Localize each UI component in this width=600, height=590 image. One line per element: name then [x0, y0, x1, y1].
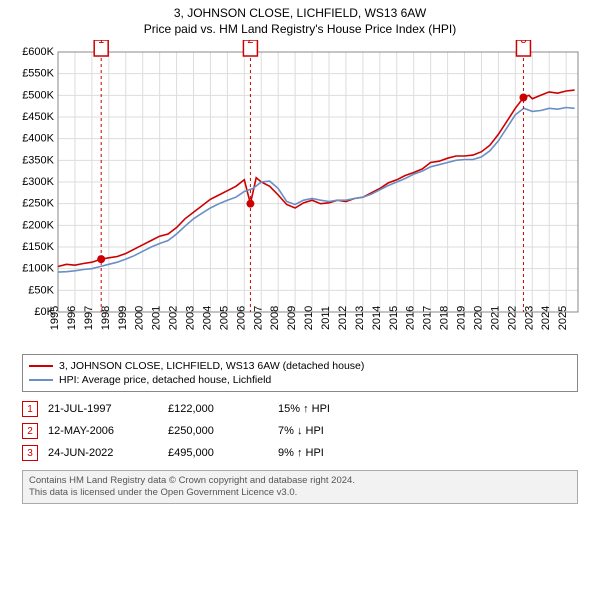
- sale-point: [97, 255, 105, 263]
- svg-text:2018: 2018: [439, 306, 451, 330]
- svg-text:2016: 2016: [405, 306, 417, 330]
- footer-line-2: This data is licensed under the Open Gov…: [29, 487, 571, 499]
- svg-text:2006: 2006: [235, 306, 247, 330]
- legend-item: 3, JOHNSON CLOSE, LICHFIELD, WS13 6AW (d…: [29, 359, 571, 373]
- svg-text:2021: 2021: [489, 306, 501, 330]
- svg-text:2013: 2013: [354, 306, 366, 330]
- svg-text:1996: 1996: [66, 306, 78, 330]
- svg-text:2005: 2005: [218, 306, 230, 330]
- svg-text:2007: 2007: [252, 306, 264, 330]
- svg-text:1998: 1998: [100, 306, 112, 330]
- svg-text:1999: 1999: [117, 306, 129, 330]
- svg-text:2004: 2004: [201, 306, 213, 330]
- legend-swatch: [29, 365, 53, 367]
- page-title: 3, JOHNSON CLOSE, LICHFIELD, WS13 6AW: [0, 0, 600, 20]
- svg-text:£500K: £500K: [22, 89, 54, 101]
- svg-text:£450K: £450K: [22, 111, 54, 123]
- price-chart: £0K£50K£100K£150K£200K£250K£300K£350K£40…: [12, 40, 588, 350]
- transaction-price: £250,000: [168, 425, 268, 437]
- svg-text:2015: 2015: [388, 306, 400, 330]
- svg-text:£550K: £550K: [22, 68, 54, 80]
- svg-text:2000: 2000: [134, 306, 146, 330]
- transaction-table: 1 21-JUL-1997 £122,000 15% ↑ HPI 2 12-MAY-200…: [22, 398, 578, 464]
- svg-text:2002: 2002: [168, 306, 180, 330]
- svg-text:2025: 2025: [557, 306, 569, 330]
- transaction-date: 12-MAY-2006: [48, 425, 158, 437]
- footer-licence: Contains HM Land Registry data © Crown c…: [22, 470, 578, 504]
- legend-label: 3, JOHNSON CLOSE, LICHFIELD, WS13 6AW (d…: [59, 360, 364, 372]
- sale-point: [246, 200, 254, 208]
- transaction-price: £495,000: [168, 447, 268, 459]
- svg-text:2012: 2012: [337, 306, 349, 330]
- svg-text:2020: 2020: [472, 306, 484, 330]
- svg-text:£350K: £350K: [22, 154, 54, 166]
- svg-text:£100K: £100K: [22, 263, 54, 275]
- transaction-vs-hpi: 9% ↑ HPI: [278, 447, 398, 459]
- svg-text:2001: 2001: [151, 306, 163, 330]
- svg-text:£600K: £600K: [22, 46, 54, 58]
- svg-text:2019: 2019: [456, 306, 468, 330]
- transaction-vs-hpi: 7% ↓ HPI: [278, 425, 398, 437]
- transaction-vs-hpi: 15% ↑ HPI: [278, 403, 398, 415]
- sale-point: [519, 94, 527, 102]
- svg-text:2010: 2010: [303, 306, 315, 330]
- transaction-row: 1 21-JUL-1997 £122,000 15% ↑ HPI: [22, 398, 578, 420]
- svg-text:2008: 2008: [269, 306, 281, 330]
- svg-text:£50K: £50K: [28, 284, 54, 296]
- svg-text:£250K: £250K: [22, 198, 54, 210]
- legend-swatch: [29, 379, 53, 381]
- legend: 3, JOHNSON CLOSE, LICHFIELD, WS13 6AW (d…: [22, 354, 578, 392]
- svg-text:2024: 2024: [540, 306, 552, 330]
- svg-text:2017: 2017: [422, 306, 434, 330]
- chart-container: £0K£50K£100K£150K£200K£250K£300K£350K£40…: [12, 40, 588, 350]
- svg-text:£200K: £200K: [22, 219, 54, 231]
- svg-text:1997: 1997: [83, 306, 95, 330]
- svg-text:1995: 1995: [49, 306, 61, 330]
- svg-text:£150K: £150K: [22, 241, 54, 253]
- transaction-row: 3 24-JUN-2022 £495,000 9% ↑ HPI: [22, 442, 578, 464]
- page-subtitle: Price paid vs. HM Land Registry's House …: [0, 20, 600, 38]
- svg-text:£300K: £300K: [22, 176, 54, 188]
- transaction-row: 2 12-MAY-2006 £250,000 7% ↓ HPI: [22, 420, 578, 442]
- transaction-price: £122,000: [168, 403, 268, 415]
- svg-text:1: 1: [98, 40, 104, 46]
- svg-text:2009: 2009: [286, 306, 298, 330]
- svg-text:2022: 2022: [506, 306, 518, 330]
- legend-label: HPI: Average price, detached house, Lich…: [59, 374, 271, 386]
- svg-text:2003: 2003: [185, 306, 197, 330]
- transaction-marker: 2: [22, 423, 38, 439]
- svg-text:2: 2: [247, 40, 253, 46]
- svg-text:3: 3: [520, 40, 526, 46]
- footer-line-1: Contains HM Land Registry data © Crown c…: [29, 475, 571, 487]
- svg-text:2011: 2011: [320, 306, 332, 330]
- transaction-marker: 1: [22, 401, 38, 417]
- transaction-date: 24-JUN-2022: [48, 447, 158, 459]
- legend-item: HPI: Average price, detached house, Lich…: [29, 373, 571, 387]
- transaction-date: 21-JUL-1997: [48, 403, 158, 415]
- svg-text:2023: 2023: [523, 306, 535, 330]
- svg-text:£400K: £400K: [22, 133, 54, 145]
- svg-text:2014: 2014: [371, 306, 383, 330]
- transaction-marker: 3: [22, 445, 38, 461]
